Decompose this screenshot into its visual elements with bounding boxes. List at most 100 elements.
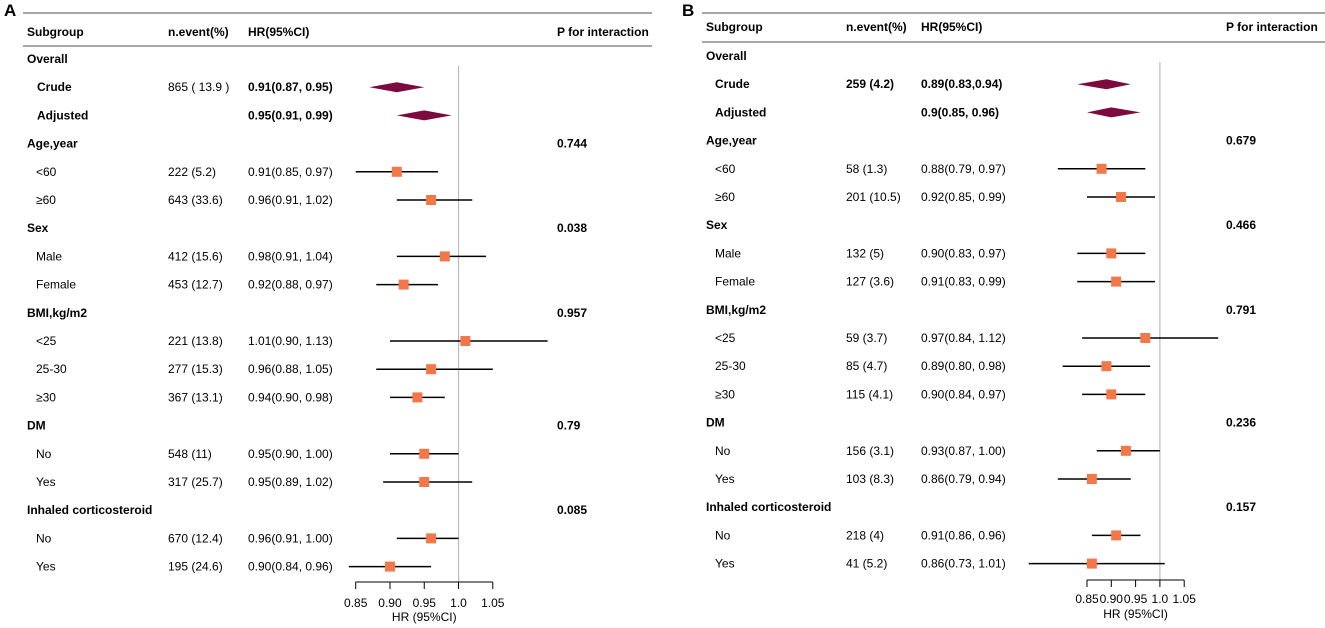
panel-b-row-18-nevent: 41 (5.2) [846, 557, 887, 571]
panel-b-row-5-nevent: 201 (10.5) [846, 190, 901, 204]
panel-b-row-11-nevent: 85 (4.7) [846, 359, 887, 373]
panel-a-row-11-hr-text: 0.96(0.88, 1.05) [248, 362, 333, 376]
panel-b-row-4-point [1096, 163, 1107, 174]
panel-b-row-7-hr-text: 0.90(0.83, 0.97) [921, 246, 1006, 260]
panel-a-row-6-label: Sex [27, 221, 49, 235]
panel-a-row-5-label: ≥60 [36, 193, 56, 207]
panel-b-row-7-point [1106, 248, 1117, 259]
panel-a-row-12-label: ≥30 [36, 390, 56, 404]
panel-b-row-10-nevent: 59 (3.7) [846, 331, 887, 345]
panel-b-row-3-label: Age,year [706, 134, 757, 148]
panel-a-row-16-label: Inhaled corticosteroid [27, 503, 152, 517]
panel-a-row-7-hr-text: 0.98(0.91, 1.04) [248, 249, 333, 263]
panel-b-row-16-p-value: 0.157 [1226, 500, 1256, 514]
panel-b-row-9-p-value: 0.791 [1226, 303, 1256, 317]
panel-a-header-hr: HR(95%CI) [248, 25, 309, 39]
panel-a-label: A [4, 1, 17, 20]
panel-b-row-5-point [1116, 192, 1127, 202]
panel-a-row-1-hr-text: 0.91(0.87, 0.95) [248, 80, 333, 94]
panel-a-row-10-nevent: 221 (13.8) [168, 334, 223, 348]
panel-b-row-2-diamond [1087, 107, 1141, 118]
panel-b-row-18-hr-text: 0.86(0.73, 1.01) [921, 557, 1006, 571]
panel-a-row-7-point [439, 251, 450, 262]
panel-b-row-6-p-value: 0.466 [1226, 218, 1256, 232]
panel-a-row-17-hr-text: 0.96(0.91, 1.00) [248, 531, 333, 545]
panel-b-row-14-nevent: 156 (3.1) [846, 444, 894, 458]
panel-a-row-10-point [460, 336, 471, 346]
panel-b-tick-label-1: 0.90 [1100, 592, 1124, 606]
panel-a-row-5-hr-text: 0.96(0.91, 1.02) [248, 193, 333, 207]
panel-b-row-1-hr-text: 0.89(0.83,0.94) [921, 77, 1002, 91]
panel-b-row-1-label: Crude [715, 77, 750, 91]
panel-b-row-17-nevent: 218 (4) [846, 528, 884, 542]
panel-a-row-9-p-value: 0.957 [557, 306, 587, 320]
panel-b-tick-label-2: 0.95 [1124, 592, 1148, 606]
panel-b-row-14-point [1120, 445, 1131, 456]
panel-a-row-2-label: Adjusted [37, 108, 88, 122]
panel-b-row-7-label: Male [715, 246, 741, 260]
panel-b-row-15-label: Yes [715, 472, 735, 486]
panel-b-row-11-label: 25-30 [715, 359, 746, 373]
panel-b-row-1-diamond [1077, 79, 1131, 90]
panel-b-row-14-label: No [715, 444, 731, 458]
panel-b-row-12-point [1106, 389, 1117, 400]
panel-a-row-14-label: No [36, 447, 52, 461]
panel-b-row-16-label: Inhaled corticosteroid [706, 500, 831, 514]
panel-a-row-11-label: 25-30 [36, 362, 67, 376]
panel-b-row-12-nevent: 115 (4.1) [846, 387, 893, 401]
panel-a-row-16-p-value: 0.085 [557, 503, 587, 517]
panel-b-row-5-label: ≥60 [715, 190, 735, 204]
panel-a-row-7-label: Male [36, 249, 62, 263]
panel-a-header-subgroup: Subgroup [27, 25, 84, 39]
panel-b-row-15-point [1086, 474, 1097, 484]
panel-b-row-8-hr-text: 0.91(0.83, 0.99) [921, 275, 1006, 289]
panel-b-row-11-hr-text: 0.89(0.80, 0.98) [921, 359, 1006, 373]
panel-a-row-17-label: No [36, 531, 52, 545]
panel-b-tick-label-4: 1.05 [1173, 592, 1197, 606]
panel-a-row-17-point [426, 533, 437, 544]
panel-b-row-17-label: No [715, 528, 731, 542]
panel-a-row-18-nevent: 195 (24.6) [168, 560, 223, 574]
panel-b-row-15-nevent: 103 (8.3) [846, 472, 894, 486]
panel-b-header-p: P for interaction [1226, 20, 1318, 34]
panel-a-row-3-label: Age,year [27, 137, 78, 151]
panel-a-row-15-hr-text: 0.95(0.89, 1.02) [248, 475, 333, 489]
panel-a-row-4-label: <60 [36, 165, 57, 179]
panel-b-header-hr: HR(95%CI) [921, 20, 982, 34]
panel-a-tick-label-2: 0.95 [413, 596, 437, 610]
panel-a-row-14-hr-text: 0.95(0.90, 1.00) [248, 447, 333, 461]
panel-a-row-5-point [426, 195, 437, 205]
panel-a-tick-label-3: 1.0 [450, 596, 467, 610]
panel-a-row-8-point [398, 279, 409, 290]
panel-b-header-subgroup: Subgroup [706, 20, 763, 34]
panel-b-header-nevent: n.event(%) [846, 20, 907, 34]
panel-b-row-4-label: <60 [715, 162, 736, 176]
panel-a-row-2-hr-text: 0.95(0.91, 0.99) [248, 108, 333, 122]
panel-a-row-12-point [412, 392, 423, 403]
panel-b-row-10-point [1140, 333, 1151, 343]
panel-a-row-11-point [426, 364, 437, 375]
panel-b-x-axis-title: HR (95%CI) [1103, 607, 1168, 621]
panel-b-tick-label-0: 0.85 [1075, 592, 1099, 606]
panel-a-tick-label-4: 1.05 [481, 596, 505, 610]
panel-a-row-14-point [419, 448, 430, 459]
panel-a-row-4-hr-text: 0.91(0.85, 0.97) [248, 165, 333, 179]
panel-b-row-2-label: Adjusted [715, 105, 766, 119]
panel-a-row-8-hr-text: 0.92(0.88, 0.97) [248, 278, 333, 292]
panel-a-header-nevent: n.event(%) [168, 25, 229, 39]
panel-b-row-10-hr-text: 0.97(0.84, 1.12) [921, 331, 1006, 345]
panel-a-row-9-label: BMI,kg/m2 [27, 306, 87, 320]
panel-a-row-1-label: Crude [37, 80, 72, 94]
panel-a-row-1-diamond [369, 82, 425, 93]
panel-a-row-13-label: DM [27, 419, 46, 433]
panel-a-row-2-diamond [396, 110, 452, 121]
panel-b-row-2-hr-text: 0.9(0.85, 0.96) [921, 105, 999, 119]
panel-b-row-0-label: Overall [706, 49, 747, 63]
panel-b-row-17-point [1111, 530, 1122, 541]
panel-b-row-3-p-value: 0.679 [1226, 134, 1256, 148]
panel-b-row-11-point [1101, 361, 1112, 372]
panel-b-row-6-label: Sex [706, 218, 728, 232]
panel-a-row-15-label: Yes [36, 475, 56, 489]
panel-a-x-axis-title: HR (95%CI) [392, 610, 457, 624]
